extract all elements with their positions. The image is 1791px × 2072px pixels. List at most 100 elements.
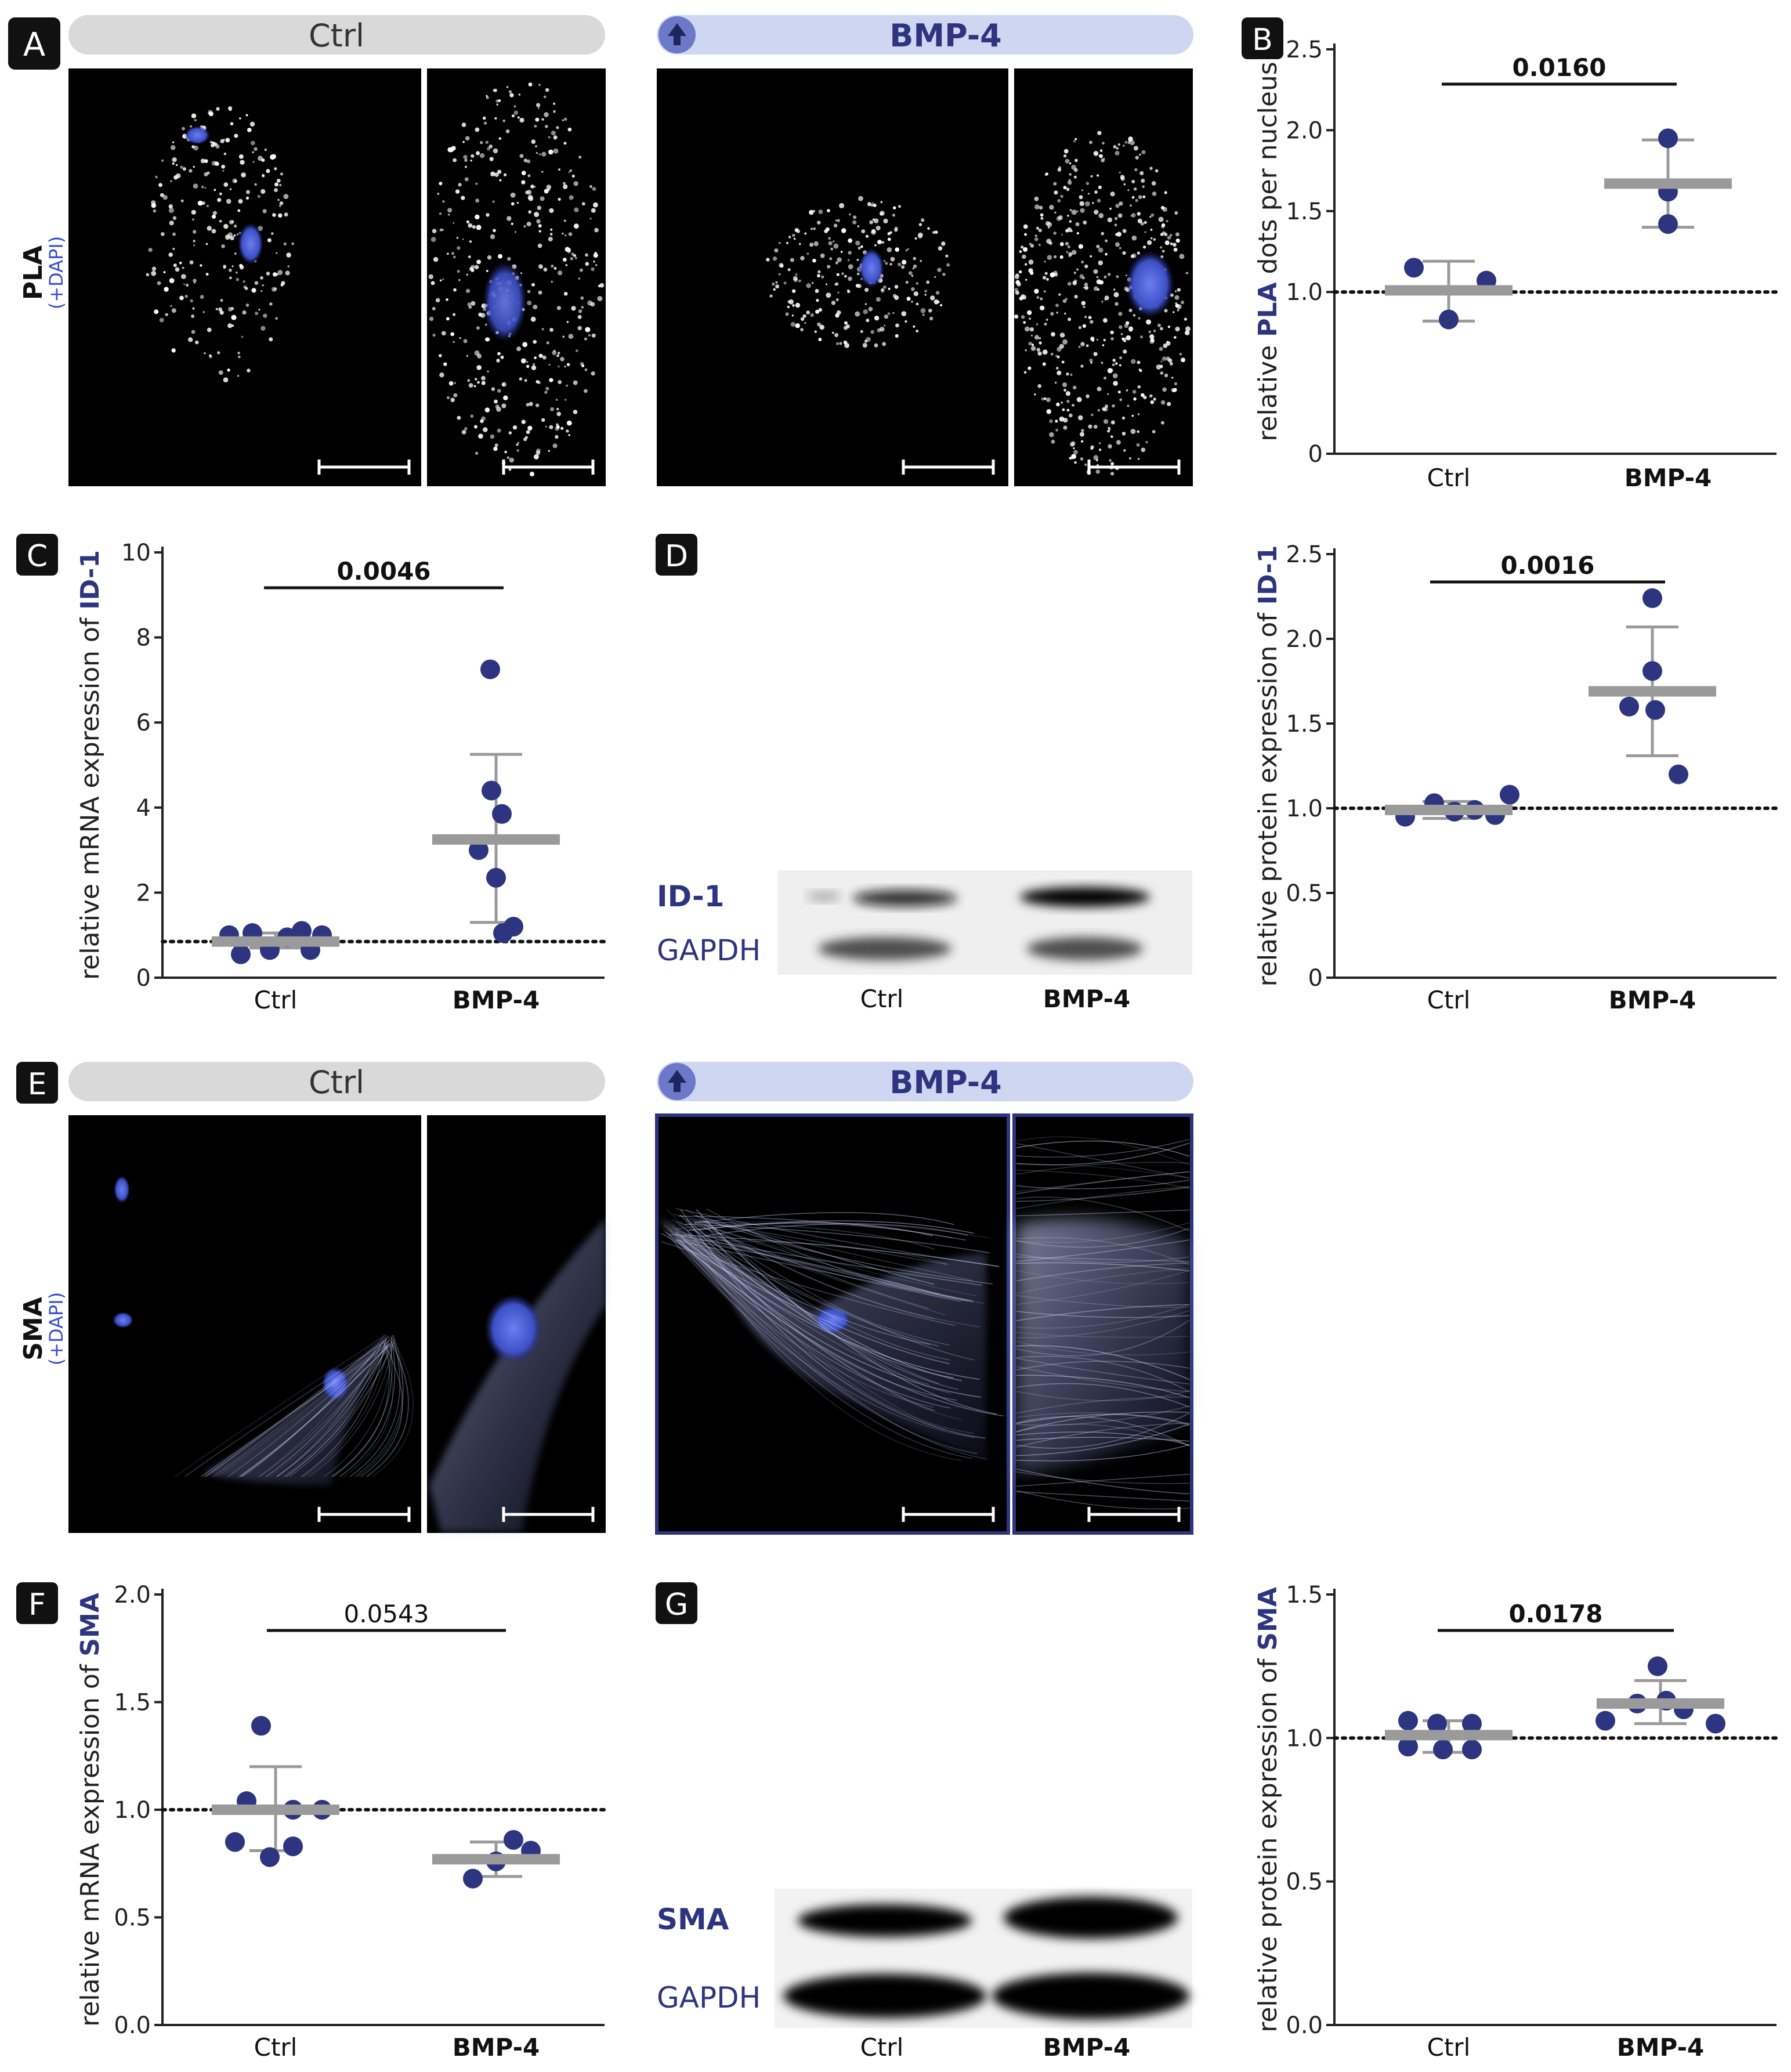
pla-dot	[1045, 319, 1048, 321]
pla-dot	[204, 187, 207, 189]
pla-dot	[1047, 226, 1050, 229]
pla-dot	[580, 296, 584, 300]
sma-zoom-fiber	[1016, 1396, 1190, 1414]
pla-dot	[465, 165, 467, 168]
pla-dot	[553, 102, 556, 105]
pla-dot	[1078, 345, 1081, 348]
data-point	[493, 923, 513, 943]
pla-dot	[494, 172, 499, 177]
pla-dot	[274, 182, 278, 187]
pla-dot	[1113, 381, 1118, 386]
pla-dot	[892, 214, 895, 217]
y-tick-label: 0	[1308, 965, 1323, 992]
pla-dot	[1119, 364, 1121, 367]
pla-dot	[164, 287, 169, 292]
pla-dot	[835, 298, 839, 302]
pla-dot	[852, 220, 857, 225]
pla-dot	[1044, 261, 1046, 263]
pla-dot	[1143, 245, 1146, 249]
pla-dot	[160, 232, 165, 236]
pla-dot	[918, 232, 923, 238]
pla-dot	[227, 106, 233, 111]
pla-dot	[1175, 232, 1179, 237]
pla-dot	[1122, 251, 1126, 255]
sma-fiber	[666, 1209, 962, 1420]
pla-dot	[538, 84, 541, 86]
pla-dot	[513, 110, 518, 115]
pla-dot	[1169, 361, 1173, 366]
pla-dot	[1150, 400, 1155, 404]
sma-side-main: SMA	[19, 1297, 48, 1361]
pla-dot	[276, 252, 278, 254]
pla-dot	[856, 272, 860, 276]
pla-dot	[181, 274, 186, 279]
data-point	[486, 867, 506, 888]
pla-dot	[793, 237, 796, 240]
pla-dot	[1049, 205, 1054, 210]
pla-dot	[848, 259, 850, 261]
pla-dot	[472, 225, 476, 229]
sma-fiber	[664, 1225, 930, 1386]
x-category-label: BMP-4	[1617, 2033, 1705, 2062]
sma-fiber	[679, 1239, 951, 1409]
pla-dot	[1090, 445, 1094, 449]
y-tick-label: 2.0	[114, 1582, 151, 1608]
pla-dot	[223, 139, 225, 141]
pla-dot	[836, 273, 840, 276]
p-value-label: 0.0160	[1512, 53, 1606, 82]
sma-ctrl-fiber	[269, 1342, 392, 1477]
y-axis-label: relative mRNA expression of SMA	[75, 1593, 105, 2027]
pla-dot	[492, 200, 495, 203]
pla-dot	[1119, 171, 1121, 173]
sma-ctrl-fiber	[204, 1336, 390, 1477]
pla-dot	[519, 118, 524, 123]
mean-bar	[1604, 178, 1732, 189]
pla-dot	[439, 228, 443, 232]
pla-dot	[1071, 454, 1077, 459]
data-point	[260, 1847, 280, 1867]
sma-fiber	[674, 1214, 973, 1281]
pla-dot	[1046, 409, 1051, 414]
pla-dot	[816, 299, 819, 302]
pla-dot	[1041, 397, 1045, 401]
pla-dot	[920, 308, 926, 313]
pla-dot	[468, 223, 473, 228]
sma-fiber	[675, 1231, 980, 1380]
pla-dot	[1162, 207, 1168, 212]
pla-dot	[1034, 196, 1039, 201]
pla-dot	[158, 183, 162, 187]
pla-dot	[1132, 389, 1137, 394]
pla-dot	[1079, 201, 1084, 207]
pla-dot	[236, 278, 239, 281]
pla-dot	[562, 335, 565, 338]
sma-fiber	[675, 1208, 1000, 1267]
pla-dot	[577, 326, 582, 331]
pla-dot	[853, 215, 857, 219]
arrow-up-glyph-e	[668, 1070, 686, 1092]
pla-dot	[535, 145, 537, 147]
pla-dot	[201, 201, 205, 205]
pla-dot	[592, 187, 596, 191]
pla-dot	[871, 229, 876, 233]
pla-dot	[558, 270, 563, 276]
pla-dot	[812, 258, 816, 263]
pla-dot	[857, 284, 862, 288]
pla-dot	[1107, 217, 1113, 223]
pla-dot	[450, 397, 455, 403]
pla-dot	[1060, 194, 1063, 198]
pla-dot	[880, 211, 885, 216]
pla-dot	[476, 151, 480, 156]
sma-ctrl-fiber	[371, 1340, 414, 1477]
pla-dot	[906, 296, 911, 301]
pla-dot	[507, 256, 511, 261]
pla-dot	[1027, 310, 1032, 316]
pla-dot	[1175, 238, 1180, 243]
pla-dot	[809, 209, 814, 215]
pla-dot	[537, 205, 541, 210]
pla-dot	[535, 117, 540, 122]
pla-dot	[1160, 360, 1163, 363]
pla-dot	[1065, 391, 1071, 396]
id1-blot-label: ID-1	[657, 880, 725, 913]
pla-dot	[447, 252, 449, 255]
pla-dot	[932, 231, 935, 234]
